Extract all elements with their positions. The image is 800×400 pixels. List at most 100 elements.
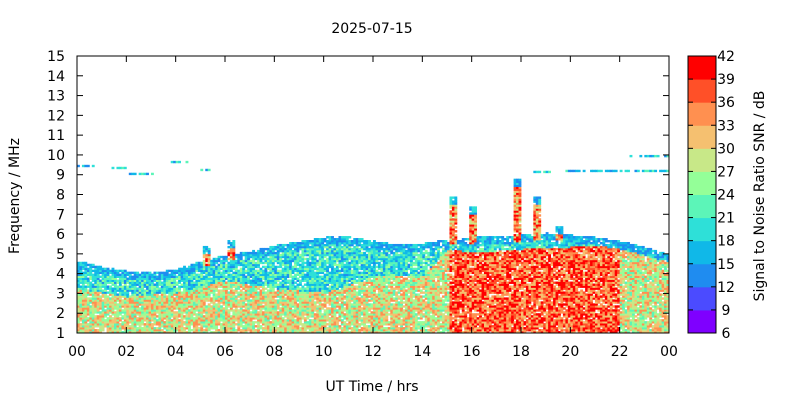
heatmap-cell <box>200 281 204 284</box>
heatmap-cell <box>101 289 105 292</box>
heatmap-cell <box>257 269 260 273</box>
heatmap-cell <box>306 257 310 261</box>
heatmap-cell <box>160 331 164 334</box>
heatmap-cell <box>306 269 310 273</box>
heatmap-cell <box>121 275 125 278</box>
heatmap-cell <box>99 283 103 286</box>
heatmap-cell <box>306 249 310 253</box>
heatmap-cell <box>168 289 172 292</box>
heatmap-cell <box>148 279 152 282</box>
heatmap-cell <box>114 273 117 277</box>
heatmap-cell <box>232 240 236 243</box>
heatmap-cell <box>168 273 172 277</box>
heatmap-cell <box>146 287 149 290</box>
heatmap-cell <box>358 329 362 332</box>
heatmap-cell <box>229 257 233 261</box>
heatmap-cell <box>207 321 211 324</box>
heatmap-cell <box>237 301 241 304</box>
heatmap-cell <box>197 307 201 310</box>
heatmap-cell <box>227 283 231 286</box>
heatmap-cell <box>197 261 201 265</box>
heatmap-cell <box>252 295 255 298</box>
heatmap-cell <box>146 317 149 320</box>
heatmap-cell <box>94 297 98 300</box>
heatmap-cell <box>116 279 120 282</box>
heatmap-cell <box>217 307 221 310</box>
heatmap-cell <box>175 269 179 273</box>
heatmap-cell <box>303 301 307 304</box>
heatmap-cell <box>237 303 241 306</box>
heatmap-cell <box>126 323 130 326</box>
heatmap-cell <box>242 317 246 320</box>
heatmap-cell <box>114 305 117 308</box>
heatmap-cell <box>165 303 169 306</box>
heatmap-cell <box>242 277 246 280</box>
heatmap-cell <box>123 301 127 304</box>
heatmap-cell <box>195 309 199 312</box>
heatmap-cell <box>308 255 312 259</box>
heatmap-cell <box>279 301 283 304</box>
heatmap-cell <box>101 325 105 328</box>
heatmap-cell <box>264 271 268 275</box>
heatmap-cell <box>123 281 127 284</box>
heatmap-cell <box>291 313 295 316</box>
heatmap-cell <box>210 279 214 282</box>
heatmap-cell <box>121 295 125 298</box>
heatmap-cell <box>81 307 85 310</box>
heatmap-cell <box>343 236 347 239</box>
heatmap-cell <box>89 285 93 288</box>
heatmap-cell <box>200 269 204 273</box>
heatmap-cell <box>254 271 258 275</box>
heatmap-cell <box>264 327 268 330</box>
heatmap-cell <box>249 275 253 278</box>
heatmap-cell <box>215 283 218 286</box>
heatmap-cell <box>303 319 307 322</box>
heatmap-cell <box>155 303 159 306</box>
heatmap-cell <box>271 263 275 267</box>
heatmap-cell <box>232 303 236 306</box>
heatmap-cell <box>229 315 233 318</box>
heatmap-cell <box>360 327 364 330</box>
heatmap-cell <box>138 301 142 304</box>
heatmap-cell <box>151 307 154 310</box>
heatmap-cell <box>249 289 253 292</box>
heatmap-cell <box>188 301 191 304</box>
heatmap-cell <box>133 277 137 280</box>
heatmap-cell <box>86 313 90 316</box>
heatmap-cell <box>316 238 320 241</box>
heatmap-cell <box>311 271 315 275</box>
heatmap-cell <box>116 311 120 314</box>
heatmap-cell <box>262 311 265 314</box>
heatmap-cell <box>266 273 270 277</box>
heatmap-cell <box>281 307 285 310</box>
heatmap-cell <box>264 273 268 277</box>
heatmap-cell <box>79 285 83 288</box>
heatmap-cell <box>183 269 186 273</box>
heatmap-cell <box>311 267 315 271</box>
heatmap-cell <box>202 303 206 306</box>
heatmap-cell <box>77 293 80 296</box>
heatmap-cell <box>195 283 199 286</box>
heatmap-cell <box>155 285 159 288</box>
heatmap-cell <box>212 307 216 310</box>
heatmap-cell <box>106 313 110 316</box>
heatmap-cell <box>338 303 342 306</box>
heatmap-cell <box>158 317 162 320</box>
heatmap-cell <box>271 267 275 271</box>
heatmap-cell <box>244 313 248 316</box>
heatmap-cell <box>308 331 312 334</box>
heatmap-cell <box>311 240 315 243</box>
heatmap-cell <box>126 279 130 282</box>
heatmap-cell <box>148 317 152 320</box>
heatmap-cell <box>299 289 302 292</box>
heatmap-cell <box>183 273 186 277</box>
heatmap-cell <box>299 299 302 302</box>
heatmap-cell <box>106 277 110 280</box>
heatmap-cell <box>252 273 255 277</box>
heatmap-cell <box>210 283 214 286</box>
heatmap-cell <box>264 257 268 261</box>
heatmap-cell <box>308 309 312 312</box>
heatmap-cell <box>84 281 88 284</box>
heatmap-cell <box>264 281 268 284</box>
heatmap-cell <box>197 267 201 271</box>
